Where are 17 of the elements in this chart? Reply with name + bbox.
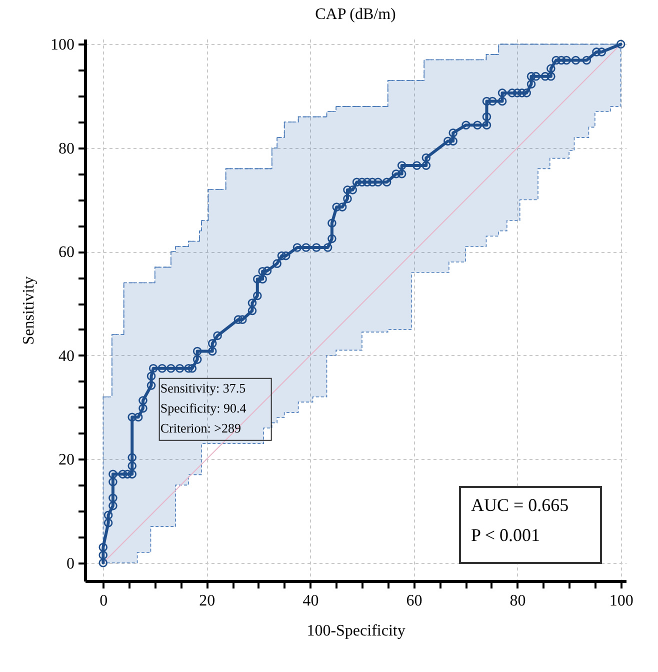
- x-tick-label: 0: [100, 592, 108, 610]
- x-tick-label: 40: [302, 592, 319, 610]
- chart-title: CAP (dB/m): [315, 6, 396, 24]
- annotation: Sensitivity: 37.5 Specificity: 90.4 Criterion: >289: [160, 380, 247, 436]
- y-tick-label: 40: [58, 348, 74, 365]
- y-tick-label: 80: [58, 140, 74, 158]
- y-tick-label: 20: [58, 452, 74, 469]
- y-tick-label: 60: [58, 244, 74, 262]
- y-tick-label: 100: [50, 36, 74, 54]
- x-tick-label: 100: [609, 592, 634, 610]
- x-tick-label: 20: [199, 592, 216, 610]
- x-axis-title: 100-Specificity: [306, 622, 406, 640]
- x-tick-label: 80: [510, 592, 526, 610]
- y-tick-label: 0: [66, 555, 74, 572]
- y-axis-title: Sensitivity: [20, 276, 38, 345]
- x-tick-label: 60: [406, 592, 422, 610]
- annotation: AUC = 0.665 P < 0.001: [471, 495, 569, 545]
